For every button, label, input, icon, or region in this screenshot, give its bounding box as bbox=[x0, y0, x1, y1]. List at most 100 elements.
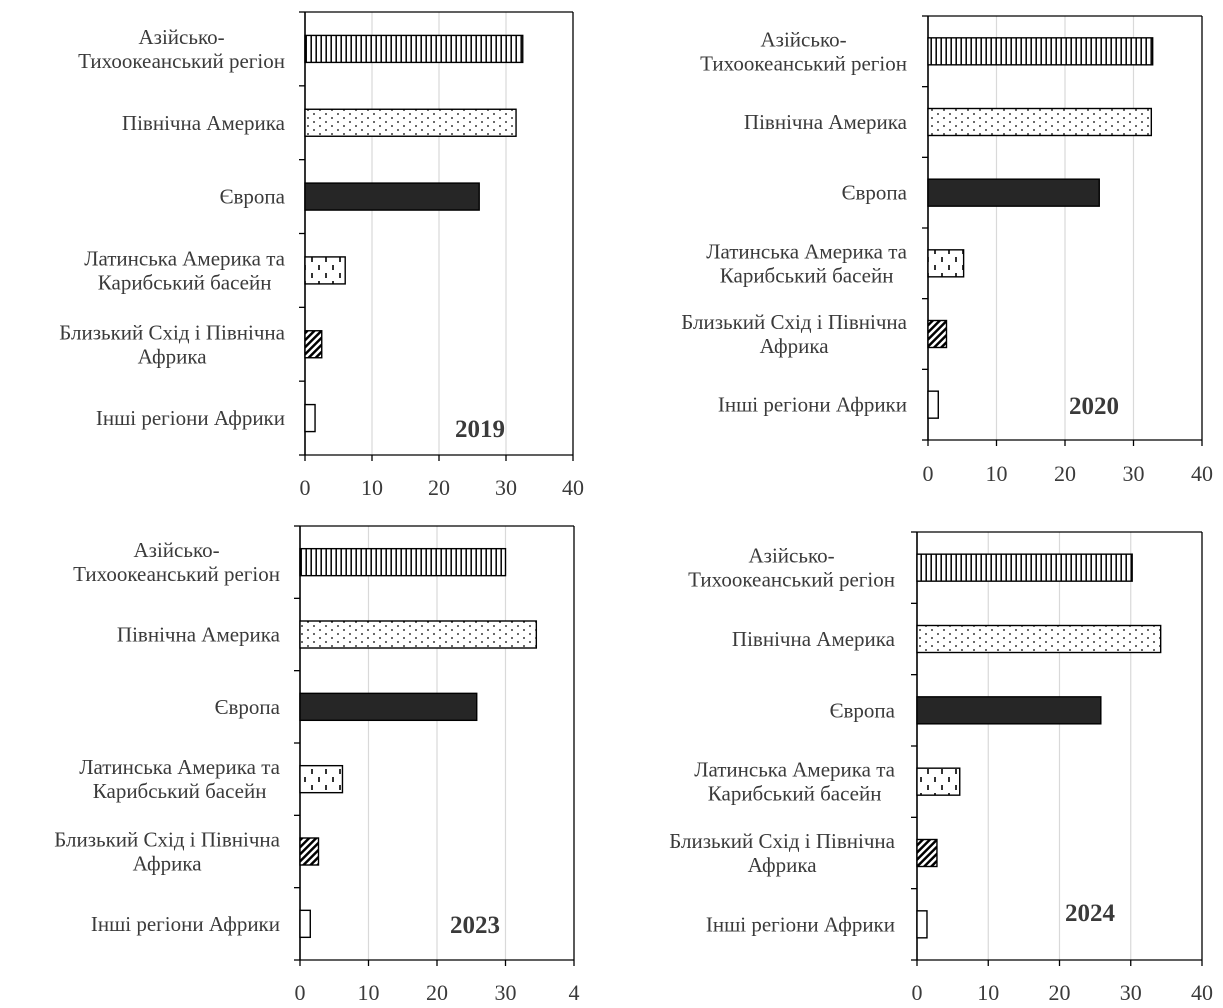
bar-європа bbox=[304, 182, 480, 211]
year-annotation: 2020 bbox=[1069, 393, 1119, 420]
category-label-line: Близький Схід і Північна bbox=[59, 320, 285, 344]
category-label: Латинська Америка та Карибський басейн bbox=[706, 239, 907, 287]
category-label-line: Інші регіони Африки bbox=[718, 393, 907, 417]
x-tick-label: 10 bbox=[977, 980, 999, 1003]
category-label: Латинська Америка та Карибський басейн bbox=[84, 246, 285, 294]
category-label: Інші регіони Африки bbox=[718, 393, 907, 417]
category-label-line: Північна Америка bbox=[122, 111, 286, 135]
category-label-line: Інші регіони Африки bbox=[91, 912, 280, 936]
category-label-line: Азійсько- bbox=[761, 27, 847, 51]
bar-північна-америка bbox=[299, 620, 538, 649]
category-label-line: Африка bbox=[138, 344, 208, 368]
chart-panel-2020: 0 10 20 30 40 Азійсько-Тихоокеанський регіон П… bbox=[681, 15, 1213, 486]
bar-північна-америка bbox=[927, 107, 1153, 137]
category-label-line: Тихоокеанський регіон bbox=[688, 568, 895, 592]
bar-інші-регіони-африки bbox=[299, 909, 311, 939]
category-label: Азійсько-Тихоокеанський регіон bbox=[73, 538, 280, 586]
x-tick-label: 20 bbox=[428, 475, 450, 500]
category-label-line: Інші регіони Африки bbox=[706, 912, 895, 936]
bar-азійсько-тихоокеанський-регіон bbox=[927, 37, 1154, 66]
bar-інші-регіони-африки bbox=[927, 390, 939, 419]
bar-європа bbox=[927, 178, 1100, 207]
category-label-line: Тихоокеанський регіон bbox=[73, 562, 280, 586]
category-label-line: Європа bbox=[220, 185, 286, 209]
category-label-line: Азійсько- bbox=[139, 25, 225, 49]
x-tick-label: 30 bbox=[495, 980, 517, 1003]
category-label-line: Інші регіони Африки bbox=[96, 406, 285, 430]
bar-інші-регіони-африки bbox=[304, 403, 316, 433]
category-label-line: Карибський басейн bbox=[98, 270, 272, 294]
bar-близький-схід-і-північна-африка bbox=[299, 837, 320, 866]
category-label: Близький Схід і Північна Африка bbox=[681, 310, 907, 358]
bar-латинська-америка-та-карибський-басейн bbox=[927, 249, 965, 278]
category-label-line: Близький Схід і Північна bbox=[681, 310, 907, 334]
x-tick-label: 0 bbox=[295, 980, 306, 1003]
x-tick-label: 20 bbox=[1049, 980, 1071, 1003]
category-label: Близький Схід і Північна Африка bbox=[54, 828, 280, 876]
x-tick-label: 20 bbox=[1054, 461, 1076, 486]
x-tick-label: 30 bbox=[1123, 461, 1145, 486]
category-label-line: Близький Схід і Північна bbox=[669, 829, 895, 853]
bar-латинська-америка-та-карибський-басейн bbox=[299, 764, 344, 794]
x-tick-label: 40 bbox=[1191, 461, 1213, 486]
x-tick-label: 10 bbox=[361, 475, 383, 500]
category-label-line: Карибський басейн bbox=[708, 782, 882, 806]
category-label-line: Азійсько- bbox=[749, 544, 835, 568]
category-label-line: Північна Америка bbox=[744, 110, 908, 134]
category-label-line: Азійсько- bbox=[134, 538, 220, 562]
bar-азійсько-тихоокеанський-регіон bbox=[916, 553, 1133, 582]
category-label: Інші регіони Африки bbox=[91, 912, 280, 936]
x-tick-label: 30 bbox=[1120, 980, 1142, 1003]
x-tick-label: 30 bbox=[495, 475, 517, 500]
year-annotation: 2019 bbox=[455, 416, 505, 443]
category-label-line: Близький Схід і Північна bbox=[54, 828, 280, 852]
bar-європа bbox=[916, 696, 1102, 725]
category-label: Латинська Америка та Карибський басейн bbox=[694, 758, 895, 806]
bar-близький-схід-і-північна-африка bbox=[916, 838, 938, 868]
x-tick-label: 10 bbox=[358, 980, 380, 1003]
category-label: Європа bbox=[830, 698, 896, 722]
category-label: Північна Америка bbox=[744, 110, 908, 134]
year-annotation: 2024 bbox=[1065, 900, 1116, 927]
category-label: Інші регіони Африки bbox=[96, 406, 285, 430]
category-label-line: Європа bbox=[215, 695, 281, 719]
category-label-line: Тихоокеанський регіон bbox=[700, 51, 907, 75]
category-label-line: Європа bbox=[842, 181, 908, 205]
category-label: Азійсько-Тихоокеанський регіон bbox=[78, 25, 285, 73]
x-tick-label: 0 bbox=[300, 475, 311, 500]
bar-близький-схід-і-північна-африка bbox=[927, 319, 948, 349]
bar-азійсько-тихоокеанський-регіон bbox=[299, 547, 507, 577]
x-tick-label: 0 bbox=[912, 980, 923, 1003]
category-label: Європа bbox=[220, 185, 286, 209]
category-label: Європа bbox=[215, 695, 281, 719]
chart-panel-2019: 0 10 20 30 40 Азійсько-Тихоокеанський регіон П… bbox=[59, 11, 584, 500]
bar-інші-регіони-африки bbox=[916, 910, 928, 939]
category-label: Латинська Америка та Карибський басейн bbox=[79, 755, 280, 803]
category-label-line: Латинська Америка та bbox=[694, 758, 895, 782]
category-label: Північна Америка bbox=[117, 623, 281, 647]
bar-латинська-америка-та-карибський-басейн bbox=[304, 256, 346, 285]
chart-panel-2023: 0 10 20 30 4 Азійсько-Тихоокеанський регіон Пі… bbox=[54, 525, 580, 1005]
category-label: Азійсько-Тихоокеанський регіон bbox=[688, 544, 895, 592]
category-label: Північна Америка bbox=[122, 111, 286, 135]
x-tick-label: 40 bbox=[562, 475, 584, 500]
bar-північна-америка bbox=[304, 108, 517, 137]
category-label-line: Латинська Америка та bbox=[84, 246, 285, 270]
category-label-line: Африка bbox=[748, 853, 818, 877]
category-label-line: Північна Америка bbox=[732, 627, 896, 651]
bar-близький-схід-і-північна-африка bbox=[304, 330, 323, 359]
category-label: Азійсько-Тихоокеанський регіон bbox=[700, 27, 907, 75]
category-label-line: Африка bbox=[133, 852, 203, 876]
category-label-line: Карибський басейн bbox=[720, 263, 894, 287]
bar-азійсько-тихоокеанський-регіон bbox=[304, 34, 524, 64]
category-label-line: Латинська Америка та bbox=[79, 755, 280, 779]
category-label: Інші регіони Африки bbox=[706, 912, 895, 936]
category-label-line: Карибський басейн bbox=[93, 779, 267, 803]
x-tick-label: 20 bbox=[426, 980, 448, 1003]
x-tick-label: 10 bbox=[986, 461, 1008, 486]
category-label-line: Європа bbox=[830, 698, 896, 722]
category-label-line: Латинська Америка та bbox=[706, 239, 907, 263]
category-label-line: Північна Америка bbox=[117, 623, 281, 647]
